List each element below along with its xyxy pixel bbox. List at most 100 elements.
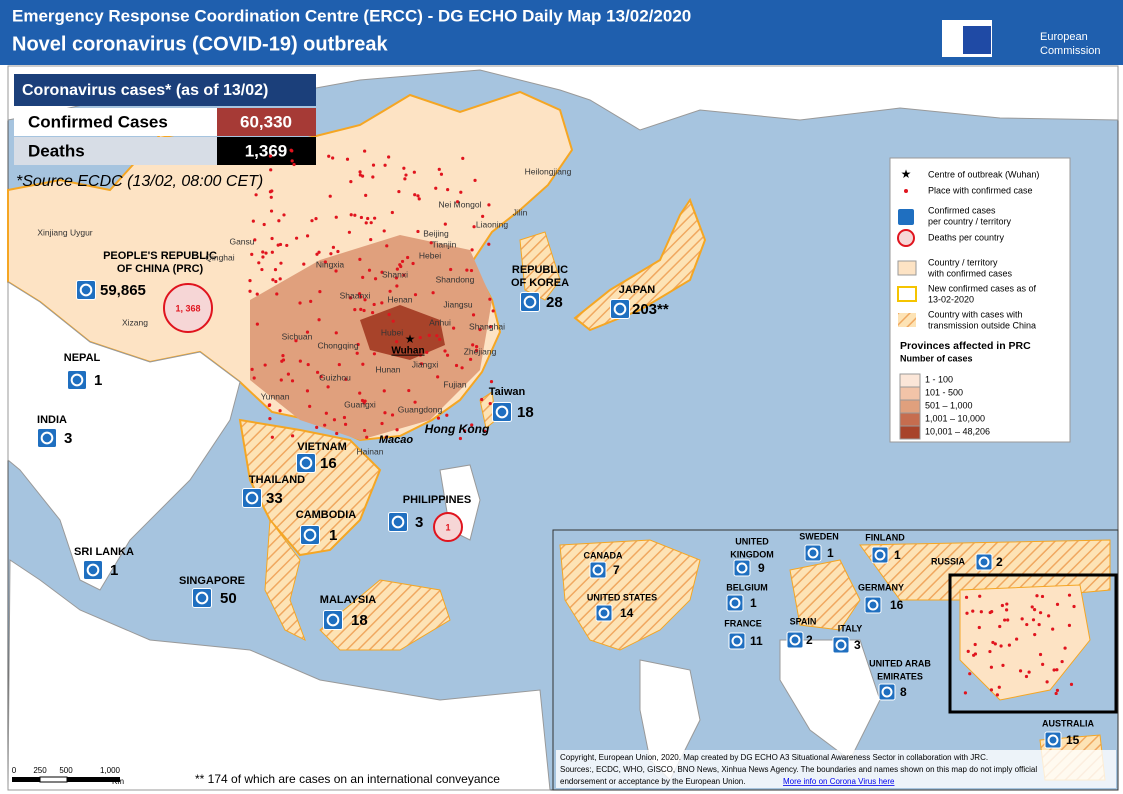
info-link[interactable]: More info on Corona Virus here	[783, 777, 895, 786]
place-dot	[972, 653, 976, 657]
case-count: 1	[329, 527, 337, 544]
case-icon	[323, 610, 343, 630]
case-count: 1	[110, 562, 118, 579]
place-dot	[971, 609, 975, 613]
place-dot	[1001, 663, 1005, 667]
case-count: 2	[996, 555, 1003, 569]
place-dot	[397, 189, 401, 194]
place-dot	[1040, 594, 1045, 599]
summary-value: 60,330	[240, 112, 292, 131]
place-dot	[279, 261, 283, 265]
place-dot	[395, 340, 399, 344]
place-dot	[269, 168, 273, 172]
place-dot	[1045, 680, 1049, 684]
country-name: VIETNAM	[297, 441, 347, 453]
place-dot	[1055, 688, 1060, 692]
place-dot	[310, 219, 314, 223]
province-label: Xinjiang Uygur	[37, 227, 92, 237]
place-dot	[290, 379, 295, 383]
place-dot	[353, 213, 357, 217]
eu-flag	[963, 26, 991, 54]
place-dot	[446, 188, 450, 192]
place-dot	[1072, 604, 1076, 609]
legend-swatch	[899, 412, 921, 427]
place-dot	[979, 610, 983, 614]
place-dot	[302, 262, 306, 266]
place-dot	[342, 415, 347, 420]
legend-symbol	[898, 209, 914, 225]
place-dot	[384, 435, 388, 439]
place-dot	[469, 357, 473, 361]
place-dot	[473, 178, 477, 183]
country-name: INDIA	[37, 414, 67, 426]
place-dot	[416, 229, 420, 234]
place-dot	[1027, 670, 1031, 674]
place-dot	[366, 216, 370, 221]
case-icon	[864, 596, 882, 614]
case-count: 33	[266, 490, 283, 507]
country-name: KINGDOM	[730, 549, 774, 559]
legend-class: 1,001 – 10,000	[925, 413, 985, 423]
place-dot	[973, 642, 977, 647]
place-dot	[373, 277, 378, 281]
place-dot	[1051, 627, 1055, 631]
place-dot	[413, 293, 418, 297]
place-dot	[255, 292, 259, 296]
case-count: 18	[351, 612, 368, 629]
place-dot	[252, 376, 256, 380]
province-label: Qinghai	[205, 252, 234, 262]
place-dot	[1060, 659, 1064, 664]
place-dot	[461, 156, 465, 160]
place-dot	[965, 611, 969, 615]
place-dot	[431, 291, 435, 295]
case-icon-symbol	[729, 597, 741, 609]
place-dot	[489, 380, 494, 384]
case-icon	[878, 683, 896, 701]
legend-label: Deaths per country	[928, 232, 1005, 242]
scale-label: 250	[33, 766, 47, 775]
place-dot	[371, 311, 375, 315]
case-icon-symbol	[881, 686, 893, 698]
place-dot	[989, 688, 994, 692]
place-dot	[355, 351, 359, 355]
place-dot	[248, 279, 252, 283]
place-dot	[270, 435, 274, 439]
province-label: Hubei	[381, 327, 403, 337]
place-dot	[257, 261, 261, 265]
place-dot	[1038, 652, 1043, 657]
place-dot	[439, 172, 444, 176]
place-dot	[358, 391, 362, 395]
province-label: Chongqing	[317, 340, 358, 350]
legend-label: Place with confirmed case	[928, 185, 1033, 195]
country-name: UNITED ARAB	[869, 658, 931, 668]
case-icon	[296, 453, 316, 473]
place-dot	[488, 325, 493, 329]
place-dot	[1015, 637, 1019, 641]
place-dot	[336, 249, 340, 254]
case-count: 14	[620, 606, 634, 620]
place-dot	[395, 284, 399, 288]
place-dot	[417, 197, 421, 201]
place-dot	[334, 269, 338, 273]
case-icon-symbol	[1047, 734, 1059, 746]
place-dot	[1035, 594, 1039, 598]
place-dot	[281, 358, 286, 362]
place-dot	[326, 385, 330, 389]
place-dot	[273, 268, 278, 272]
place-dot	[276, 243, 280, 247]
header-title: Emergency Response Coordination Centre (…	[12, 6, 691, 25]
place-dot	[488, 297, 492, 301]
place-dot	[269, 195, 273, 199]
place-dot	[298, 301, 302, 305]
place-dot	[455, 200, 460, 204]
place-dot	[380, 270, 384, 274]
case-icon	[1044, 731, 1062, 749]
deaths-count: 1	[445, 522, 450, 532]
outbreak-star: ★	[405, 332, 416, 346]
place-dot	[358, 170, 362, 174]
place-dot	[323, 260, 327, 264]
case-icon	[733, 559, 751, 577]
legend-symbol	[897, 286, 917, 302]
place-dot	[459, 190, 463, 194]
country-name: SINGAPORE	[179, 575, 245, 587]
